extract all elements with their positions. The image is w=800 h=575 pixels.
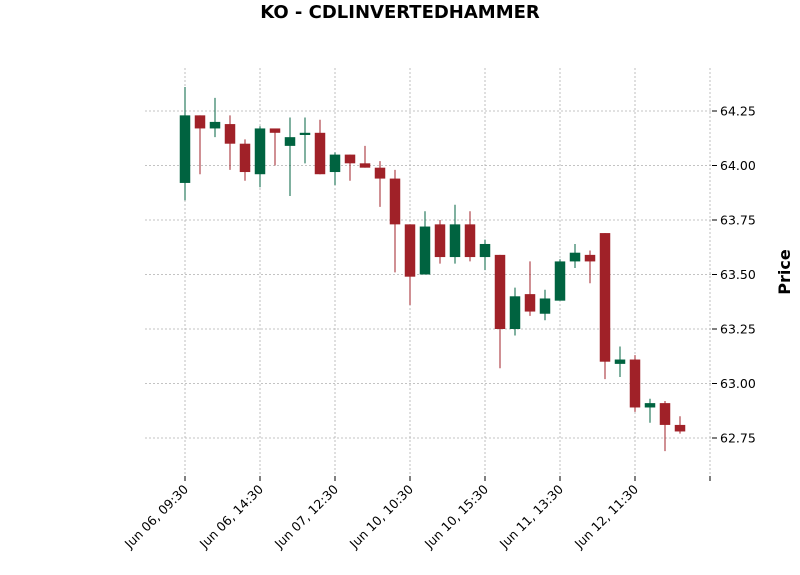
y-axis-label: Price (775, 249, 794, 295)
candle-down (314, 119, 326, 175)
x-tick-label: Jun 10, 15:30 (421, 481, 491, 551)
y-tick-label: 63.00 (720, 376, 756, 391)
candle-up (284, 117, 296, 197)
candle-body (569, 252, 581, 262)
candle-down (524, 261, 536, 316)
candle-body (389, 178, 401, 225)
candle-down (599, 233, 611, 380)
candle-body (434, 224, 446, 258)
candle-down (389, 169, 401, 273)
y-axis: 62.75 63.00 63.25 63.50 63.75 64.00 64.25 (712, 104, 756, 446)
y-tick-label: 63.25 (720, 322, 756, 337)
candle-up (299, 117, 311, 164)
candle-down (659, 400, 671, 452)
candle-body (494, 254, 506, 329)
candle-body (674, 424, 686, 432)
y-tick-label: 62.75 (720, 431, 756, 446)
candle-body (224, 124, 236, 144)
candle-down (674, 416, 686, 434)
y-tick-label: 64.25 (720, 104, 756, 119)
candle-up (179, 87, 191, 201)
candle-body (209, 121, 221, 129)
candle-body (449, 224, 461, 258)
candle-body (194, 115, 206, 129)
candle-down (629, 355, 641, 412)
candle-body (584, 254, 596, 262)
candle-body (614, 359, 626, 364)
candle-body (464, 224, 476, 258)
x-tick-label: Jun 12, 11:30 (571, 481, 641, 551)
candle-body (299, 132, 311, 135)
candle-body (284, 137, 296, 146)
candle-body (509, 296, 521, 329)
x-tick-label: Jun 07, 12:30 (271, 481, 341, 551)
candle-up (254, 126, 266, 188)
candle-up (569, 243, 581, 268)
candle-down (239, 139, 251, 181)
candle-down (269, 128, 281, 166)
candle-body (179, 115, 191, 183)
y-tick-label: 63.75 (720, 213, 756, 228)
candle-body (644, 403, 656, 408)
y-tick-label: 64.00 (720, 158, 756, 173)
grid (145, 68, 712, 476)
candle-up (539, 289, 551, 321)
x-tick-label: Jun 10, 10:30 (346, 481, 416, 551)
candle-up (449, 204, 461, 264)
x-tick-label: Jun 06, 14:30 (196, 481, 266, 551)
candle-down (404, 224, 416, 306)
candle-body (329, 154, 341, 173)
candle-body (524, 294, 536, 312)
candle-down (434, 220, 446, 264)
candle-body (599, 233, 611, 362)
candle-down (584, 250, 596, 284)
candle-body (344, 154, 356, 164)
candle-body (539, 298, 551, 314)
candle-body (404, 224, 416, 277)
candle-down (344, 154, 356, 181)
candle-up (419, 211, 431, 275)
candle-up (479, 239, 491, 271)
candle-body (314, 132, 326, 175)
candle-body (554, 261, 566, 301)
candle-body (239, 143, 251, 173)
candle-down (374, 161, 386, 207)
candle-body (479, 243, 491, 258)
y-tick-label: 63.50 (720, 267, 756, 282)
candle-up (644, 398, 656, 423)
candle-body (419, 226, 431, 275)
candle-body (254, 128, 266, 175)
candle-body (374, 167, 386, 179)
candle-down (194, 115, 206, 175)
x-axis: Jun 06, 09:30 Jun 06, 14:30 Jun 07, 12:30 J… (121, 476, 711, 552)
candle-up (614, 346, 626, 377)
candle-body (359, 163, 371, 168)
candle-up (509, 287, 521, 336)
candle-down (359, 145, 371, 168)
candle-up (554, 259, 566, 301)
candle-down (494, 254, 506, 369)
candle-body (659, 403, 671, 425)
candle-down (224, 115, 236, 170)
candle-body (629, 359, 641, 408)
candle-up (329, 152, 341, 186)
candle-down (464, 211, 476, 262)
chart-title: KO - CDLINVERTEDHAMMER (260, 2, 540, 23)
x-tick-label: Jun 06, 09:30 (121, 481, 191, 551)
candle-up (209, 97, 221, 138)
x-tick-label: Jun 11, 13:30 (496, 481, 566, 551)
candle-body (269, 128, 281, 133)
candles (179, 87, 686, 452)
